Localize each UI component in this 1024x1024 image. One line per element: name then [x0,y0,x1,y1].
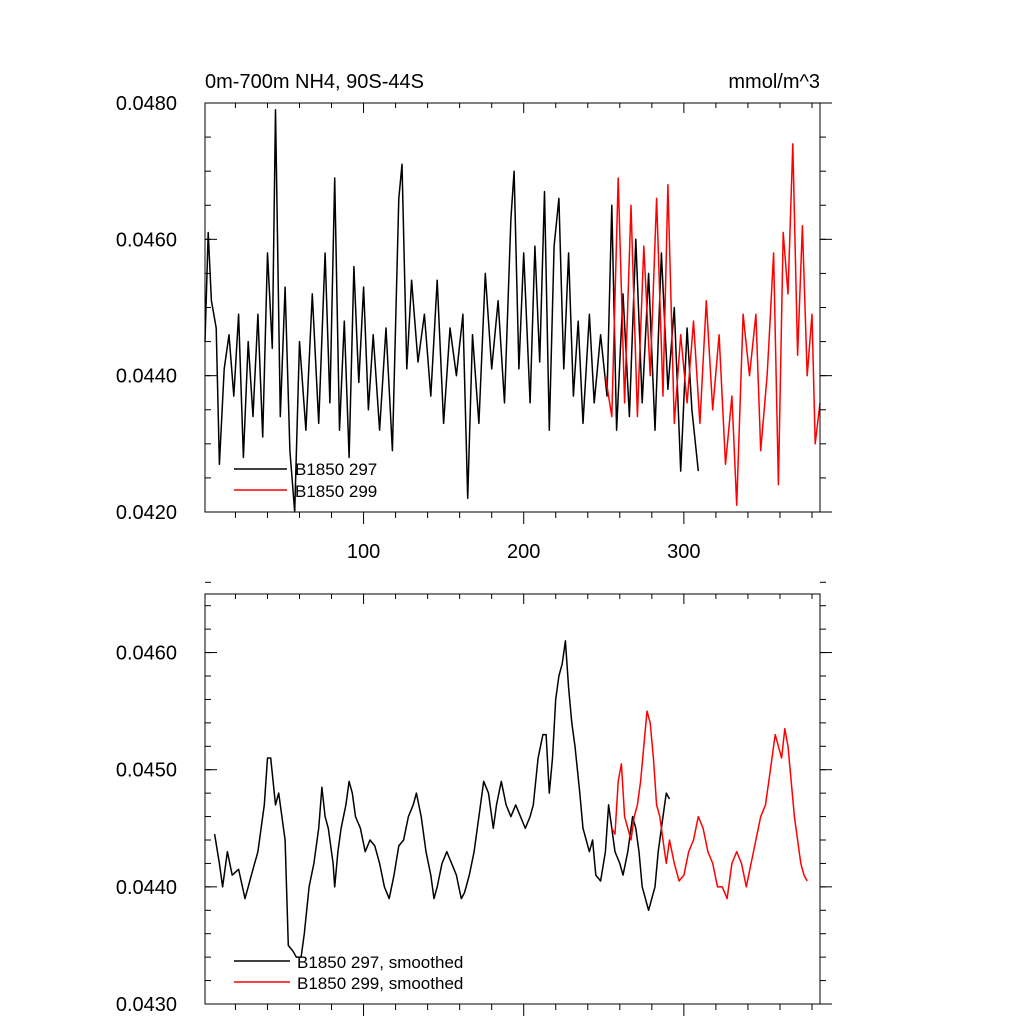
top-y-tick-label: 0.0440 [116,366,177,388]
bottom-series [213,640,808,958]
top-y-tick-label: 0.0460 [116,229,177,251]
top-title-right: mmol/m^3 [728,71,820,93]
bottom-y-tick-label: 0.0450 [116,760,177,782]
top-panel: 0m-700m NH4, 90S-44S mmol/m^3 100 200 300 0… [116,71,832,563]
top-plot-frame [204,102,821,513]
top-y-tick-label: 0.0420 [116,502,177,524]
bottom-axis-ticks [205,581,832,1016]
bottom-series-297-line [213,640,671,958]
top-title-left: 0m-700m NH4, 90S-44S [205,71,424,93]
top-x-tick-label: 300 [667,541,700,563]
top-legend-label-297: B1850 297 [295,460,377,479]
bottom-legend-label-297: B1850 297, smoothed [297,953,463,972]
bottom-y-tick-label: 0.0440 [116,877,177,899]
bottom-legend: B1850 297, smoothed B1850 299, smoothed [234,953,463,993]
bottom-y-tick-label: 0.0430 [116,994,177,1016]
top-tick-labels: 100 200 300 0.0420 0.0440 0.0460 0.0480 [116,93,701,563]
bottom-legend-label-299: B1850 299, smoothed [297,974,463,993]
top-series [204,109,821,513]
bottom-plot-frame [204,593,821,1005]
top-series-297-line [204,109,700,513]
bottom-y-tick-label: 0.0460 [116,643,177,665]
bottom-tick-labels: 0.0430 0.0440 0.0450 0.0460 [116,643,177,1016]
top-legend: B1850 297 B1850 299 [234,460,377,501]
top-series-299-line [604,143,821,506]
top-x-tick-label: 200 [507,541,540,563]
bottom-panel: 0.0430 0.0440 0.0450 0.0460 B1850 297, smoo… [116,581,832,1016]
top-legend-label-299: B1850 299 [295,482,377,501]
bottom-series-299-line [611,710,808,900]
top-y-tick-label: 0.0480 [116,93,177,115]
top-x-tick-label: 100 [347,541,380,563]
